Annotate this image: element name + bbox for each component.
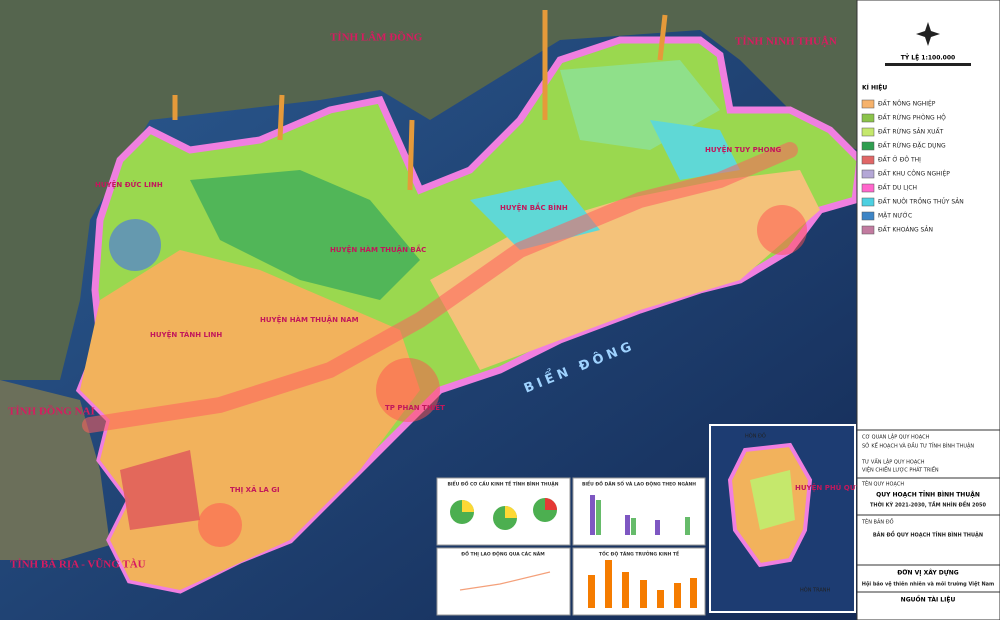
island-area — [750, 470, 795, 530]
compass — [916, 22, 940, 46]
legend-label: ĐẤT RỪNG ĐẶC DỤNG — [878, 142, 946, 150]
legend-label: ĐẤT RỪNG PHÒNG HỘ — [878, 114, 946, 122]
district-label: HUYỆN ĐỨC LINH — [95, 180, 163, 189]
neighbor-label: TỈNH NINH THUẬN — [735, 35, 837, 48]
reservoir — [109, 219, 161, 271]
scale-bar — [885, 63, 971, 66]
chart-panels — [436, 477, 706, 616]
neighbor-label: TỈNH LÂM ĐỒNG — [330, 31, 423, 44]
land-outside — [0, 0, 857, 380]
land-use-area — [430, 170, 820, 370]
legend-label: MẶT NƯỚC — [878, 213, 912, 220]
aquaculture-area — [650, 120, 740, 180]
legend-label: ĐẤT KHU CÔNG NGHIỆP — [878, 170, 950, 178]
district-label: HUYỆN HÀM THUẬN NAM — [260, 315, 359, 324]
district-label: HUYỆN TUY PHONG — [705, 145, 781, 154]
road-link — [172, 10, 668, 191]
legend-label: ĐẤT Ở ĐÔ THỊ — [878, 156, 921, 164]
development-corridor — [82, 142, 798, 433]
plan-title: QUY HOẠCH TỈNH BÌNH THUẬN — [876, 491, 980, 499]
neighbor-label: TỈNH BÀ RỊA - VŨNG TÀU — [10, 559, 146, 571]
title-block — [856, 429, 1000, 621]
neighbor-label: TỈNH ĐỒNG NAI — [8, 405, 95, 418]
legend-label: ĐẤT RỪNG SẢN XUẤT — [878, 128, 944, 136]
legend-heading: KÍ HIỆU — [862, 84, 887, 92]
tb-text: VIỆN CHIẾN LƯỢC PHÁT TRIỂN — [862, 466, 939, 474]
legend-swatch — [861, 169, 875, 179]
legend-swatch — [861, 99, 875, 109]
tb-text: SỞ KẾ HOẠCH VÀ ĐẦU TƯ TỈNH BÌNH THUẬN — [862, 442, 974, 450]
tb-label: TƯ VẤN LẬP QUY HOẠCH — [861, 458, 925, 466]
chart-title: ĐỒ THỊ LAO ĐỘNG QUA CÁC NĂM — [461, 549, 545, 558]
map-name: BẢN ĐỒ QUY HOẠCH TỈNH BÌNH THUẬN — [873, 530, 983, 539]
chart-title: BIỂU ĐỒ CƠ CẤU KINH TẾ TỈNH BÌNH THUẬN — [447, 479, 558, 488]
tb-label: NGUỒN TÀI LIỆU — [901, 595, 956, 604]
tb-label: CƠ QUAN LẬP QUY HOẠCH — [862, 434, 930, 441]
urban-area — [120, 450, 200, 530]
legend-swatch — [861, 155, 875, 165]
district-label: HUYỆN HÀM THUẬN BẮC — [330, 244, 426, 254]
inset-label: HUYỆN PHÚ QUÝ — [795, 483, 861, 492]
legend-label: ĐẤT NÔNG NGHIỆP — [878, 100, 936, 108]
district-label: TP PHAN THIẾT — [385, 402, 445, 412]
tb-label: ĐƠN VỊ XÂY DỰNG — [897, 570, 958, 577]
legend-swatch — [861, 211, 875, 221]
tb-label: TÊN BẢN ĐỒ — [861, 517, 894, 526]
legend-label: ĐẤT DU LỊCH — [878, 184, 917, 192]
growth-pole — [757, 205, 807, 255]
district-label: HUYỆN TÁNH LINH — [150, 330, 222, 339]
inset-place: HÒN TRANH — [800, 587, 831, 594]
legend-swatch — [861, 225, 875, 235]
chart-title: TỐC ĐỘ TĂNG TRƯỞNG KINH TẾ — [599, 550, 680, 558]
district-label: HUYỆN BẮC BÌNH — [500, 202, 568, 212]
inset-place: HÒN ĐỎ — [745, 432, 766, 440]
forest-area — [190, 170, 420, 300]
legend-swatch — [861, 141, 875, 151]
scale-label: TỶ LỆ 1:100.000 — [901, 54, 955, 62]
chart-title: BIỂU ĐỒ DÂN SỐ VÀ LAO ĐỘNG THEO NGÀNH — [582, 479, 696, 488]
tb-label: TÊN QUY HOẠCH — [861, 480, 904, 488]
legend-swatch — [861, 127, 875, 137]
legend-label: ĐẤT KHOÁNG SẢN — [878, 226, 933, 234]
legend-label: ĐẤT NUÔI TRỒNG THỦY SẢN — [878, 197, 964, 206]
builder: Hội bảo vệ thiên nhiên và môi trường Việ… — [862, 581, 994, 588]
plan-period: THỜI KỲ 2021-2030, TẦM NHÌN ĐẾN 2050 — [870, 500, 986, 509]
growth-pole — [198, 503, 242, 547]
growth-pole — [376, 358, 440, 422]
district-label: THỊ XÃ LA GI — [230, 485, 280, 494]
legend-swatch — [861, 113, 875, 123]
legend-swatch — [861, 197, 875, 207]
legend-swatch — [861, 183, 875, 193]
